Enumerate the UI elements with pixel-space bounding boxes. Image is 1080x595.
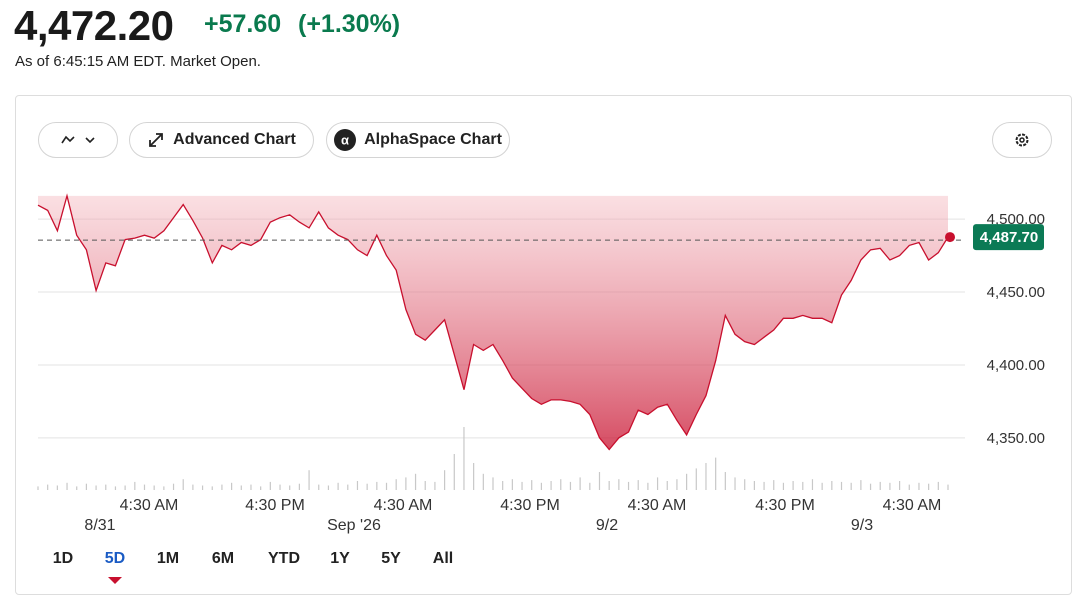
range-button[interactable]: 1D (52, 550, 74, 567)
chart-card (15, 95, 1072, 595)
change: +57.60 (204, 10, 282, 38)
change-pct: (+1.30%) (298, 10, 401, 38)
range-button[interactable]: 1M (156, 550, 180, 567)
price: 4,472.20 (14, 2, 174, 49)
range-button[interactable]: 1Y (330, 550, 350, 567)
button-label: Advanced Chart (173, 131, 296, 148)
range-button[interactable]: 5Y (381, 550, 401, 567)
chart-type-button[interactable] (38, 122, 118, 158)
advanced-chart-button[interactable]: Advanced Chart (129, 122, 314, 158)
range-button[interactable]: All (432, 550, 454, 567)
range-button[interactable]: 5D (104, 550, 126, 567)
settings-button[interactable] (992, 122, 1052, 158)
range-button[interactable]: 6M (211, 550, 235, 567)
as-of: As of 6:45:15 AM EDT. Market Open. (15, 53, 261, 70)
button-label: AlphaSpace Chart (364, 131, 502, 148)
icon (149, 133, 164, 147)
icon (61, 135, 95, 144)
range-caret (108, 577, 122, 584)
icon: α (334, 129, 357, 151)
svg-text:α: α (341, 133, 349, 148)
alphaspace-chart-button[interactable]: α AlphaSpace Chart (326, 122, 510, 158)
range-button[interactable]: YTD (268, 550, 300, 567)
icon (1015, 133, 1029, 147)
